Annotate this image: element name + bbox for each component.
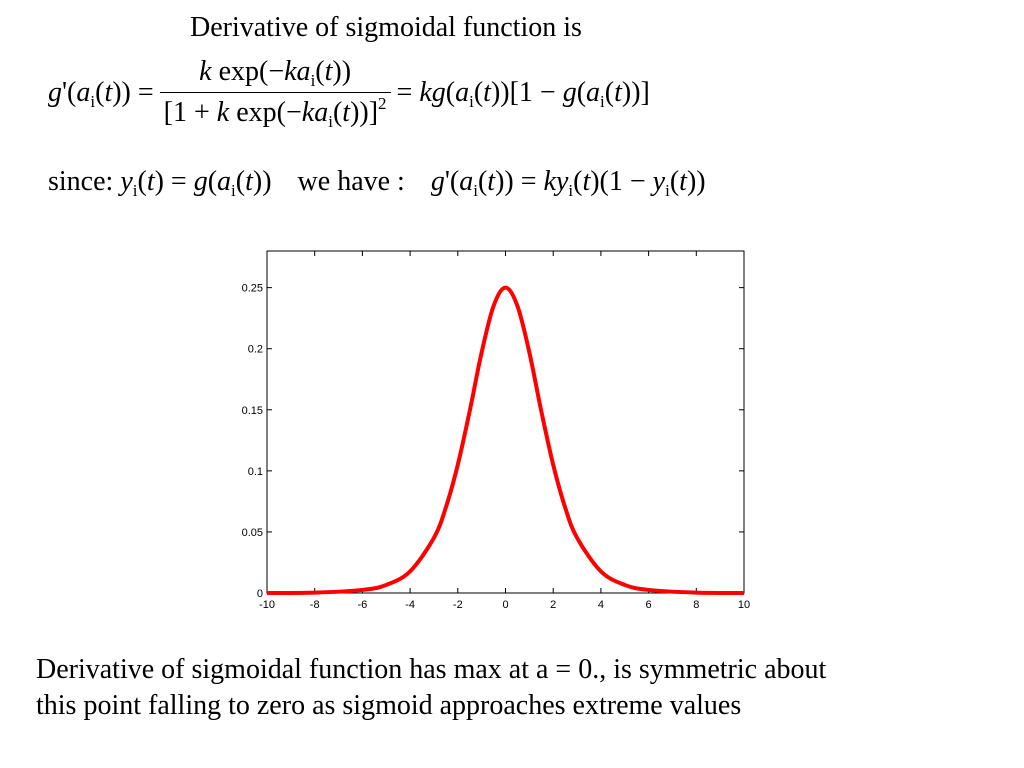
since-label: since: bbox=[48, 166, 114, 197]
caption-line-2: this point falling to zero as sigmoid ap… bbox=[36, 690, 742, 721]
chart-axes: -10 -8 -6 -4 -2 0 2 4 6 8 10 0 0.05 0.1 0.15 0.2 0.25 bbox=[242, 250, 750, 611]
y-tick-label: 0.25 bbox=[242, 283, 263, 295]
equation-denominator: [1 + k exp(−kai(t))]2 bbox=[159, 92, 391, 130]
y-tick-label: 0.15 bbox=[242, 405, 263, 417]
x-tick-label: -8 bbox=[310, 599, 320, 611]
y-tick-label: 0.1 bbox=[248, 466, 263, 478]
result-expression: g'(ai(t)) = kyi(t)(1 − yi(t)) bbox=[430, 166, 706, 200]
x-tick-label: -4 bbox=[405, 599, 415, 611]
y-tick-label: 0.2 bbox=[248, 344, 263, 356]
chart-series bbox=[266, 285, 745, 595]
equation-fraction: k exp(−kai(t)) [1 + k exp(−kai(t))]2 bbox=[159, 56, 391, 130]
x-tick-label: 10 bbox=[738, 599, 750, 611]
x-tick-label: 6 bbox=[646, 599, 652, 611]
caption-line-1: Derivative of sigmoidal function has max… bbox=[36, 654, 827, 685]
x-tick-label: 8 bbox=[693, 599, 699, 611]
x-tick-label: -6 bbox=[358, 599, 368, 611]
slide-title: Derivative of sigmoidal function is bbox=[190, 12, 582, 43]
plot-frame bbox=[266, 250, 745, 594]
since-expression: yi(t) = g(ai(t)) bbox=[120, 166, 272, 200]
derivative-equation: g'(ai(t)) = k exp(−kai(t)) [1 + k exp(−k… bbox=[48, 56, 650, 130]
since-equation: since: yi(t) = g(ai(t)) we have : g'(ai(t)… bbox=[48, 166, 706, 200]
caption: Derivative of sigmoidal function has max… bbox=[36, 652, 1011, 724]
we-have-label: we have : bbox=[297, 166, 405, 197]
x-tick-label: 4 bbox=[598, 599, 604, 611]
x-tick-label: -2 bbox=[453, 599, 463, 611]
series-line bbox=[266, 285, 745, 595]
x-tick-label: 2 bbox=[550, 599, 556, 611]
equation-lhs: g'(ai(t)) = bbox=[48, 76, 154, 111]
equation-numerator: k exp(−kai(t)) bbox=[199, 56, 352, 90]
equation-rhs: = kg(ai(t))[1 − g(ai(t))] bbox=[396, 76, 650, 111]
x-tick-label: 0 bbox=[502, 599, 508, 611]
y-tick-label: 0 bbox=[257, 588, 263, 600]
x-tick-label: -10 bbox=[259, 599, 275, 611]
y-tick-label: 0.05 bbox=[242, 527, 263, 539]
